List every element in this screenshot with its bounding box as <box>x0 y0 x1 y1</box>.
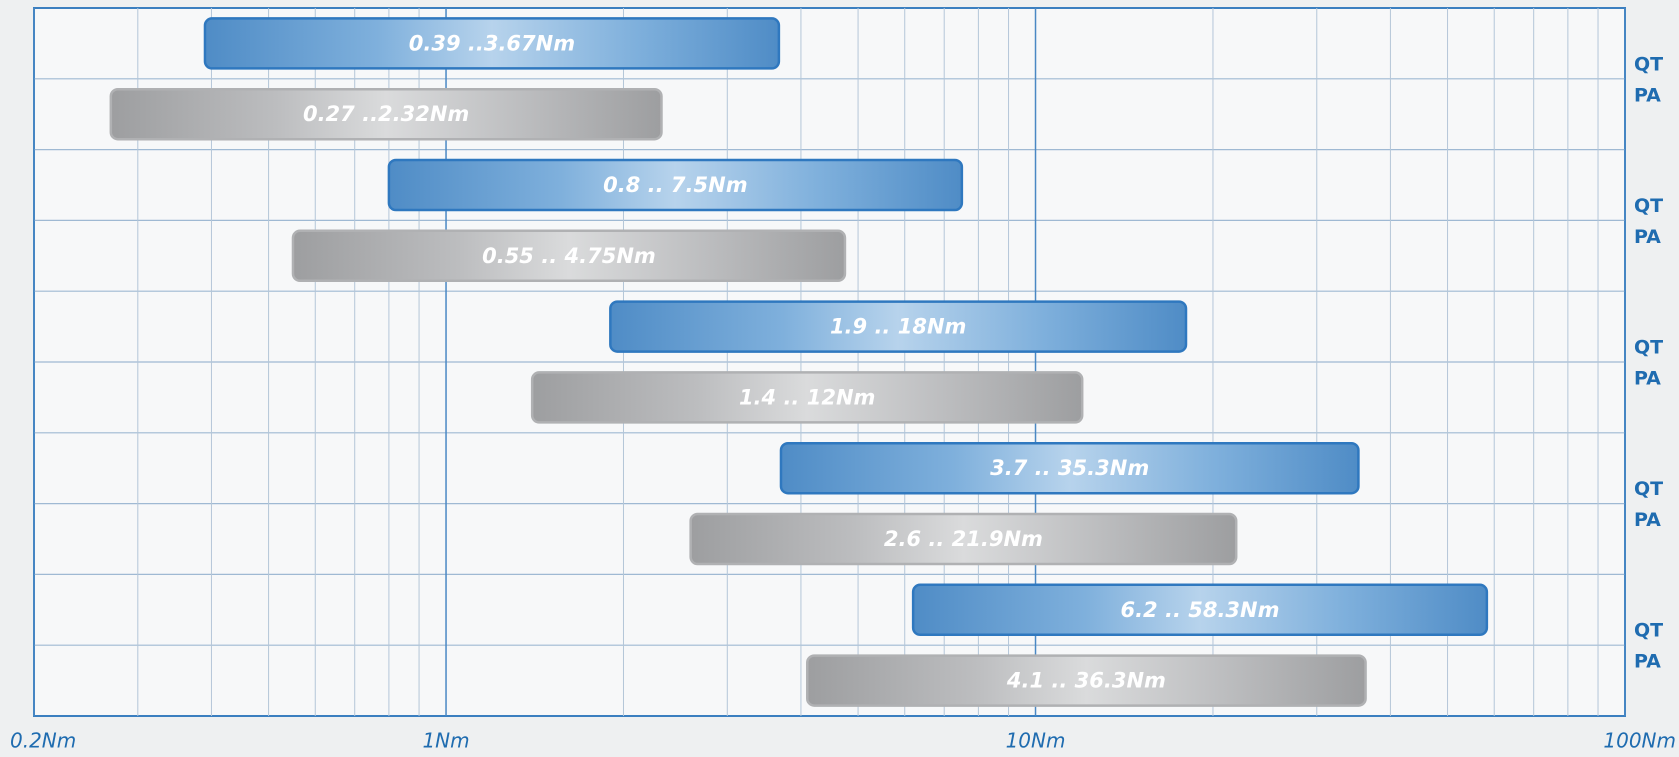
x-tick-label: 10Nm <box>1006 729 1066 753</box>
x-tick-label: 0.2Nm <box>10 729 76 753</box>
bars: 0.39 ..3.67Nm 0.27 ..2.32Nm 0.8 .. 7.5Nm 0.… <box>109 17 1489 707</box>
range-bar <box>387 158 964 212</box>
range-bar <box>291 229 847 283</box>
side-label: QT <box>1634 620 1663 642</box>
bar-label: 1.4 .. 12Nm <box>739 385 875 409</box>
bar-label: 0.8 .. 7.5Nm <box>603 173 747 197</box>
range-bar <box>609 300 1188 353</box>
side-label: QT <box>1634 195 1663 217</box>
side-label: QT <box>1634 478 1663 500</box>
bar-label: 2.6 .. 21.9Nm <box>884 527 1043 551</box>
side-label: PA <box>1634 651 1661 673</box>
range-bar <box>779 441 1360 495</box>
x-tick-label: 1Nm <box>422 729 469 753</box>
bar-label: 0.39 ..3.67Nm <box>409 31 575 55</box>
bar-label: 6.2 .. 58.3Nm <box>1120 598 1279 622</box>
bar-label: 4.1 .. 36.3Nm <box>1006 669 1166 693</box>
bar-label: 0.55 .. 4.75Nm <box>482 244 656 268</box>
bar-label: 0.27 ..2.32Nm <box>303 102 469 126</box>
range-bar <box>530 371 1084 424</box>
bar-label: 3.7 .. 35.3Nm <box>990 456 1149 480</box>
range-bar <box>109 87 663 141</box>
range-bar <box>203 17 781 70</box>
x-tick-label: 100Nm <box>1603 729 1676 753</box>
range-bar <box>911 583 1489 637</box>
side-label: PA <box>1634 84 1661 106</box>
side-label: QT <box>1634 337 1663 359</box>
bar-label: 1.9 .. 18Nm <box>830 315 966 339</box>
side-label: QT <box>1634 53 1663 75</box>
side-label: PA <box>1634 509 1661 531</box>
range-bar <box>689 512 1238 566</box>
range-bar <box>806 654 1367 707</box>
grid <box>33 8 1626 716</box>
side-label: PA <box>1634 368 1661 390</box>
side-label: PA <box>1634 226 1661 248</box>
